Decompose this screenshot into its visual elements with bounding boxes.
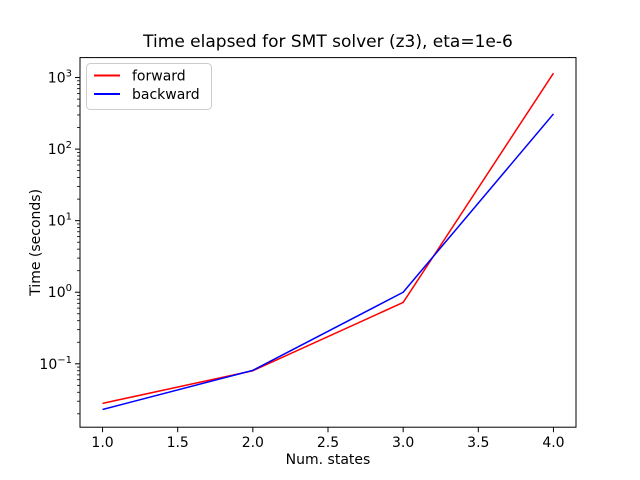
y-tick-label: 102 [48, 140, 72, 158]
legend: forward backward [86, 63, 212, 110]
forward-line [102, 72, 555, 405]
x-tick-label: 1.0 [91, 435, 113, 451]
x-tick-label: 4.0 [542, 435, 564, 451]
y-tick-label: 103 [48, 69, 72, 87]
x-tick-label: 1.5 [167, 435, 189, 451]
x-tick-label: 3.0 [392, 435, 414, 451]
legend-label-forward: forward [132, 69, 186, 85]
y-tick-label: 101 [48, 212, 72, 230]
legend-label-backward: backward [132, 87, 200, 103]
x-tick-label: 2.5 [317, 435, 339, 451]
axes-spines [79, 57, 577, 428]
chart-title: Time elapsed for SMT solver (z3), eta=1e… [142, 32, 513, 52]
y-tick-label: 10−1 [39, 355, 72, 373]
backward-line [102, 113, 555, 411]
x-axis-label: Num. states [286, 452, 371, 468]
y-tick-label: 100 [48, 283, 72, 301]
x-tick-label: 2.0 [242, 435, 264, 451]
y-axis-label: Time (seconds) [28, 189, 44, 297]
x-tick-label: 3.5 [467, 435, 489, 451]
